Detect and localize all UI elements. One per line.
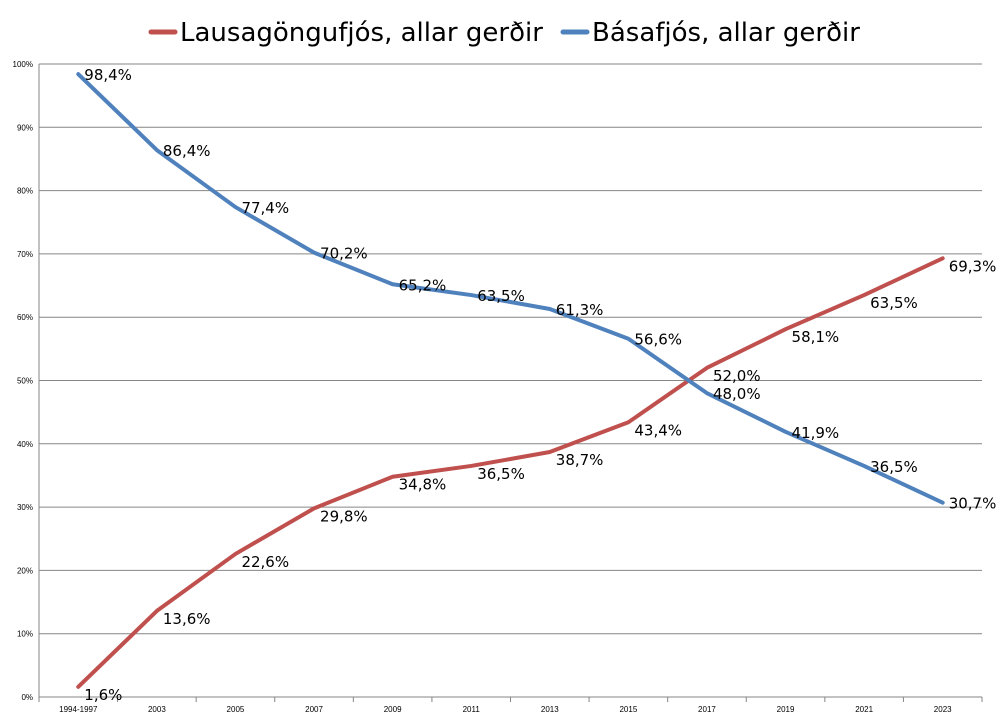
series-lines <box>76 72 945 689</box>
x-tick-label: 2011 <box>463 705 481 714</box>
y-tick-label: 10% <box>17 630 33 639</box>
y-tick-label: 50% <box>17 377 33 386</box>
x-tick-label: 2019 <box>777 705 795 714</box>
x-tick-label: 2003 <box>148 705 166 714</box>
data-label: 63,5% <box>477 287 525 305</box>
data-label: 98,4% <box>84 66 132 84</box>
y-tick-label: 60% <box>17 313 33 322</box>
series-line-1 <box>76 256 945 689</box>
data-label: 65,2% <box>399 276 447 294</box>
x-tick-label: 2009 <box>384 705 402 714</box>
data-label: 58,1% <box>792 328 840 346</box>
x-tick-label: 2007 <box>305 705 323 714</box>
legend: Lausagöngufjós, allar gerðir Básafjós, al… <box>148 18 860 48</box>
data-label: 36,5% <box>870 458 918 476</box>
data-label: 61,3% <box>556 301 604 319</box>
data-label: 22,6% <box>241 553 289 571</box>
x-axis-ticks: 1994-1997 2003 2005 2007 2009 2011 2013 2015 201… <box>38 697 983 714</box>
data-label: 13,6% <box>163 610 211 628</box>
y-tick-label: 20% <box>17 566 33 575</box>
x-tick-label: 2005 <box>227 705 245 714</box>
x-tick-label: 2021 <box>855 705 873 714</box>
x-tick-label: 2023 <box>934 705 952 714</box>
legend-label: Lausagöngufjós, allar gerðir <box>180 18 543 48</box>
data-label: 38,7% <box>556 451 604 469</box>
data-label: 36,5% <box>477 465 525 483</box>
x-tick-label: 1994-1997 <box>59 705 98 714</box>
data-label: 43,4% <box>634 421 682 439</box>
data-label: 34,8% <box>399 476 447 494</box>
data-label: 29,8% <box>320 507 368 525</box>
data-label: 63,5% <box>870 294 918 312</box>
x-tick-label: 2015 <box>619 705 637 714</box>
data-label: 1,6% <box>84 686 122 704</box>
y-tick-label: 70% <box>17 250 33 259</box>
y-tick-label: 40% <box>17 440 33 449</box>
data-label: 86,4% <box>163 142 211 160</box>
y-tick-label: 0% <box>21 693 33 702</box>
x-tick-label: 2017 <box>698 705 716 714</box>
data-label: 69,3% <box>949 257 997 275</box>
x-tick-label: 2013 <box>541 705 559 714</box>
data-label: 30,7% <box>949 495 997 513</box>
y-tick-label: 30% <box>17 503 33 512</box>
gridlines <box>38 63 982 698</box>
data-label: 56,6% <box>634 331 682 349</box>
y-axis-ticks: 0% 10% 20% 30% 40% 50% 60% 70% 80% 90% 100% <box>13 60 33 702</box>
data-labels: 1,6% 13,6% 22,6% 29,8% 34,8% 36,5% 38,7% 43,4% 5… <box>84 66 996 704</box>
data-label: 41,9% <box>792 424 840 442</box>
y-tick-label: 80% <box>17 187 33 196</box>
y-tick-label: 100% <box>13 60 33 69</box>
data-label: 77,4% <box>241 199 289 217</box>
series-line-2 <box>76 72 945 505</box>
y-tick-label: 90% <box>17 123 33 132</box>
data-label: 52,0% <box>713 367 761 385</box>
data-label: 70,2% <box>320 245 368 263</box>
data-label: 48,0% <box>713 385 761 403</box>
legend-label: Básafjós, allar gerðir <box>592 18 860 48</box>
